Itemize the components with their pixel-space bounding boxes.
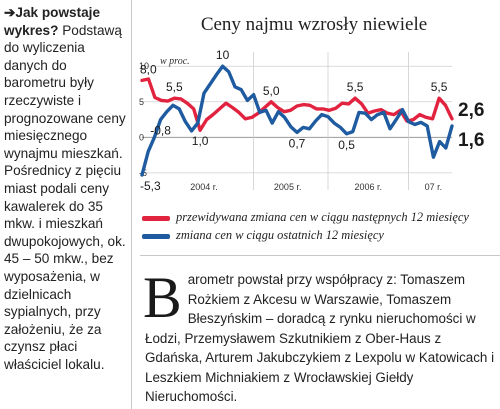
sidebar-lead: Jak powstaje wykres? [4,5,101,38]
sidebar-divider [131,0,132,409]
data-label: 10 [216,48,230,62]
chart-title: Ceny najmu wzrosły niewiele [201,14,427,35]
end-label: 1,6 [458,130,484,151]
end-label: 2,6 [458,100,484,121]
x-tick-label: 07 r. [425,182,443,192]
data-label: 0,5 [338,138,355,152]
series-line-1 [140,64,454,177]
data-label: 5,5 [166,80,183,94]
drop-cap: B [143,265,182,330]
data-label: 1,0 [192,134,209,148]
collaboration-text: arometr powstał przy współpracy z: Tomas… [145,272,495,404]
y-tick-label: 10 [139,61,149,71]
legend-label-actual: zmiana cen w ciągu ostatnich 12 miesięcy [176,228,384,242]
series-lines [140,64,454,177]
arrow-icon: ➔ [4,5,16,20]
y-tick-label: 5 [139,97,144,107]
sidebar-body: Podstawą do wyliczenia danych do baromet… [4,22,126,372]
x-tick-label: 2004 r. [190,182,218,192]
data-label: 5,5 [431,80,448,94]
y-tick-label: 0 [139,132,144,142]
end-labels: 2,61,6 [458,100,484,151]
data-labels: 8,0 5,5 1,0 5,0 5,5 5,5 -5,3 -0,8 10 0,7 0,5 [140,48,448,193]
sidebar-article: ➔Jak powstaje wykres? Podstawą do wylicz… [4,4,130,373]
x-tick-labels: 2004 r. 2005 r. 2006 r. 07 r. [190,182,442,192]
legend: przewidywana zmiana cen w ciągu następny… [142,208,498,244]
data-label: 5,0 [263,84,280,98]
data-label: 0,7 [289,136,306,150]
legend-item-forecast: przewidywana zmiana cen w ciągu następny… [142,208,498,226]
section-divider [140,255,500,256]
legend-label-forecast: przewidywana zmiana cen w ciągu następny… [176,210,469,224]
x-tick-label: 2006 r. [355,182,383,192]
legend-swatch-actual [142,234,170,239]
y-axis-unit: w proc. [160,56,190,67]
data-label: 5,5 [347,80,364,94]
data-label: 8,0 [140,62,157,76]
data-label: -5,3 [140,179,161,193]
legend-swatch-forecast [142,216,170,221]
data-label: -0,8 [150,124,171,138]
x-tick-label: 2005 r. [274,182,302,192]
legend-item-actual: zmiana cen w ciągu ostatnich 12 miesięcy [142,226,498,244]
